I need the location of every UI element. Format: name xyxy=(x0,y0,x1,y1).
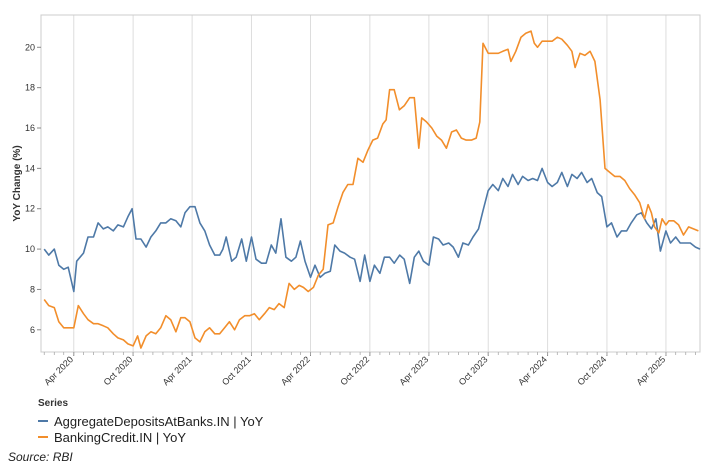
x-tick-label: Apr 2023 xyxy=(397,354,430,387)
y-tick-label: 14 xyxy=(25,163,35,173)
axes: 6 8 10 12 14 16 18 20 Apr 2020 Oct 2020 Apr 2021 Oc… xyxy=(25,14,701,387)
y-tick-label: 6 xyxy=(30,325,35,335)
legend-item-credit: BankingCredit.IN | YoY xyxy=(38,429,263,445)
x-tick-label: Apr 2020 xyxy=(42,354,75,387)
x-tick-label: Oct 2022 xyxy=(338,354,371,387)
x-tick-label: Apr 2024 xyxy=(516,354,549,387)
x-tick-label: Apr 2021 xyxy=(161,354,194,387)
series-lines xyxy=(43,30,701,349)
series-line-deposits xyxy=(43,167,701,293)
legend-title: Series xyxy=(38,398,69,409)
gridlines xyxy=(73,15,667,352)
y-tick-label: 16 xyxy=(25,123,35,133)
legend-swatch-deposits xyxy=(38,420,48,422)
legend: Series AggregateDepositsAtBanks.IN | YoY… xyxy=(38,398,263,445)
plot-frame xyxy=(40,14,701,353)
legend-item-deposits: AggregateDepositsAtBanks.IN | YoY xyxy=(38,413,263,429)
y-tick-label: 10 xyxy=(25,244,35,254)
y-tick-label: 18 xyxy=(25,83,35,93)
x-tick-label: Oct 2024 xyxy=(575,354,608,387)
y-tick-label: 20 xyxy=(25,42,35,52)
x-tick-label: Apr 2022 xyxy=(279,354,312,387)
x-tick-label: Oct 2021 xyxy=(220,354,253,387)
y-tick-label: 8 xyxy=(30,284,35,294)
legend-label-credit: BankingCredit.IN | YoY xyxy=(54,429,187,445)
x-tick-label: Oct 2020 xyxy=(102,354,135,387)
x-tick-label: Oct 2023 xyxy=(457,354,490,387)
legend-swatch-credit xyxy=(38,436,48,438)
series-line-credit xyxy=(43,30,699,349)
source-note: Source: RBI xyxy=(8,450,73,464)
legend-label-deposits: AggregateDepositsAtBanks.IN | YoY xyxy=(54,413,264,429)
y-tick-label: 12 xyxy=(25,204,35,214)
x-tick-label: Apr 2025 xyxy=(634,354,667,387)
y-axis-title: YoY Change (%) xyxy=(12,145,23,221)
